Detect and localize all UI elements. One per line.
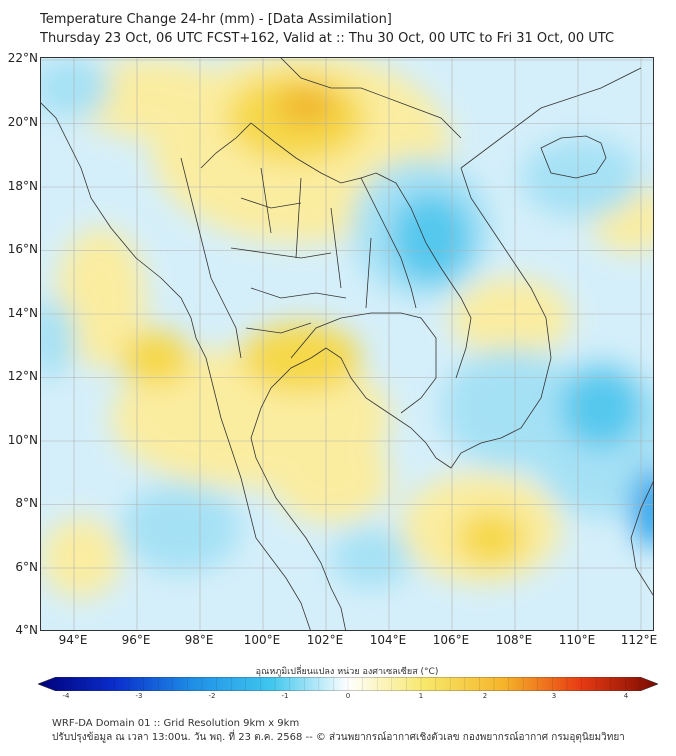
lat-label-12: 12°N	[7, 369, 38, 383]
thailand-laos-border	[200, 122, 417, 309]
footer-model-info: WRF-DA Domain 01 :: Grid Resolution 9km …	[52, 718, 300, 729]
coastlines-and-borders	[41, 58, 653, 630]
north-china-border	[280, 58, 462, 139]
colorbar-tick-1: 1	[418, 692, 424, 700]
lon-label-94: 94°E	[58, 633, 88, 647]
colorbar-title: อุณหภูมิเปลี่ยนแปลง หน่วย องศาเซลเซียส (…	[255, 667, 439, 677]
warm-core-central	[241, 323, 361, 393]
footer-credits: ปรับปรุงข้อมูล ณ เวลา 13:00น. วัน พฤ. ที…	[52, 732, 625, 743]
lat-label-4: 4°N	[15, 623, 38, 637]
warm-zone-southwest	[41, 518, 121, 598]
lat-label-18: 18°N	[7, 179, 38, 193]
colorbar-bar	[38, 677, 658, 691]
lat-label-8: 8°N	[15, 496, 38, 510]
vietnam-south-coast	[450, 167, 552, 469]
thai-provinces-b	[260, 167, 372, 309]
lon-label-112: 112°E	[620, 633, 658, 647]
lon-label-108: 108°E	[495, 633, 533, 647]
cool-zone-gulf-south	[331, 528, 411, 588]
thai-provinces-a	[230, 197, 347, 334]
cool-zone-northeast-sea	[521, 138, 641, 218]
myanmar-west-coast	[41, 102, 247, 499]
map-subtitle: Thursday 23 Oct, 06 UTC FCST+162, Valid …	[40, 31, 615, 46]
warm-core-south	[456, 510, 526, 566]
hainan-island	[540, 135, 607, 179]
lon-label-110: 110°E	[558, 633, 596, 647]
cool-core-northeast	[391, 193, 471, 283]
cool-zone-west-edge	[41, 298, 76, 378]
vietnam-north-coast	[460, 67, 642, 169]
cool-core-southeast	[561, 368, 641, 448]
warm-zone-east	[451, 278, 571, 358]
borneo-coast	[630, 481, 653, 596]
colorbar-tick-neg4: -4	[62, 692, 70, 700]
warm-zone-west	[56, 228, 146, 368]
lat-label-20: 20°N	[7, 115, 38, 129]
thailand-cambodia-border	[290, 312, 437, 414]
lat-label-10: 10°N	[7, 433, 38, 447]
lat-label-6: 6°N	[15, 560, 38, 574]
colorbar-tick-neg2: -2	[208, 692, 216, 700]
cool-zone-northwest-sea	[41, 58, 111, 118]
warm-zone-northwest	[71, 58, 231, 138]
lon-label-102: 102°E	[306, 633, 344, 647]
lat-label-22: 22°N	[7, 51, 38, 65]
colorbar-tick-0: 0	[345, 692, 351, 700]
lon-label-104: 104°E	[369, 633, 407, 647]
warm-core-southwest	[121, 330, 191, 386]
lon-label-100: 100°E	[243, 633, 281, 647]
lon-label-106: 106°E	[432, 633, 470, 647]
gulf-of-thailand-coast	[310, 347, 452, 469]
colorbar-tick-4: 4	[623, 692, 629, 700]
lat-label-14: 14°N	[7, 306, 38, 320]
map-panel	[40, 57, 654, 631]
lon-label-98: 98°E	[184, 633, 214, 647]
colorbar-tick-3: 3	[551, 692, 557, 700]
warm-peak-north	[276, 88, 336, 124]
colorbar-tick-marks	[55, 677, 641, 691]
colorbar-tick-neg3: -3	[135, 692, 143, 700]
cool-peak-east-edge	[631, 468, 653, 548]
map-canvas	[41, 58, 653, 630]
temperature-field	[41, 58, 653, 598]
myanmar-thailand-border	[180, 157, 242, 359]
laos-vietnam-border	[360, 172, 472, 379]
warm-zone-gulf	[271, 433, 391, 523]
map-title: Temperature Change 24-hr (mm) - [Data As…	[40, 12, 392, 27]
lat-label-16: 16°N	[7, 242, 38, 256]
colorbar-tick-2: 2	[482, 692, 488, 700]
cool-zone-southwest-sea	[121, 483, 241, 573]
colorbar-tick-neg1: -1	[281, 692, 289, 700]
lon-label-96: 96°E	[121, 633, 151, 647]
colorbar	[38, 677, 658, 691]
malay-peninsula-west	[245, 497, 311, 630]
malay-peninsula-east	[250, 357, 346, 630]
